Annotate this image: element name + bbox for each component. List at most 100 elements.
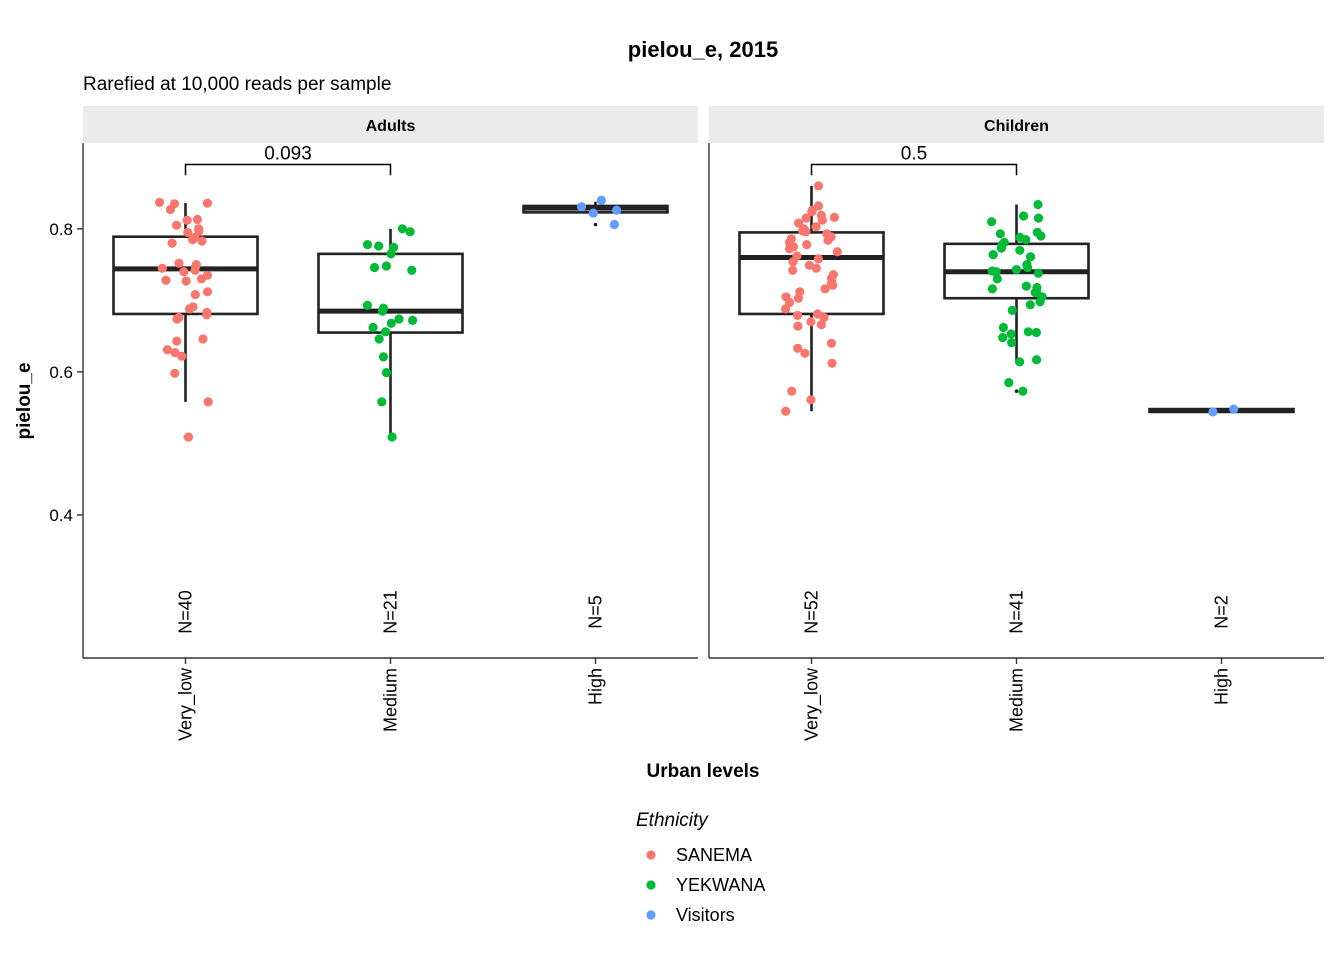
data-point — [170, 348, 180, 358]
box-very_low — [112, 203, 259, 439]
x-tick-label: High — [1212, 668, 1232, 705]
data-point — [817, 215, 827, 225]
panel-strip-label: Adults — [366, 118, 416, 135]
data-point — [386, 318, 396, 328]
data-point — [596, 195, 607, 205]
count-label: N=41 — [1007, 590, 1027, 634]
data-point — [167, 238, 177, 248]
legend-key — [646, 910, 656, 920]
data-point — [781, 304, 791, 314]
comparison-bracket — [810, 163, 1018, 176]
data-point — [788, 265, 798, 275]
data-point — [1006, 329, 1016, 339]
data-point — [1033, 268, 1043, 278]
data-point — [362, 300, 372, 310]
data-point — [362, 240, 373, 250]
data-point — [203, 397, 213, 407]
legend: Ethnicity SANEMA YEKWANA Visitors — [636, 810, 765, 925]
count-label: N=2 — [1212, 595, 1232, 629]
y-tick-label: 0.4 — [49, 506, 73, 525]
data-point — [813, 254, 824, 264]
data-point — [998, 333, 1008, 343]
count-label: N=52 — [802, 590, 822, 634]
data-point — [813, 181, 824, 191]
data-point — [988, 250, 998, 260]
data-point — [408, 315, 418, 325]
data-point — [781, 406, 791, 416]
data-point — [1025, 252, 1036, 262]
data-point — [1025, 300, 1035, 310]
panel-strip — [83, 106, 698, 143]
data-point — [184, 304, 195, 314]
data-point — [374, 334, 384, 344]
box-body — [738, 231, 885, 316]
y-axis: 0.4 0.6 0.8 — [49, 220, 83, 525]
data-point — [832, 247, 842, 257]
y-axis-label: pielou_e — [14, 362, 35, 439]
data-point — [182, 215, 192, 225]
data-point — [1031, 327, 1041, 338]
data-point — [1033, 213, 1044, 223]
legend-label: Visitors — [676, 905, 735, 925]
data-point — [196, 274, 207, 284]
data-point — [609, 219, 620, 230]
data-point — [183, 432, 194, 442]
box-very_low — [738, 185, 885, 412]
panels: Adults N=40 N=21 N=5 0.093 Very_low Medium High… — [82, 106, 1324, 741]
data-point — [996, 243, 1007, 253]
x-tick-label: Medium — [1007, 668, 1027, 732]
data-point — [161, 275, 171, 285]
legend-key — [646, 880, 656, 890]
x-tick-label: Very_low — [802, 667, 823, 741]
data-point — [377, 397, 387, 407]
data-point — [612, 205, 622, 215]
panel-strip — [709, 106, 1324, 143]
data-point — [1032, 355, 1042, 365]
x-tick-label: Very_low — [176, 667, 197, 741]
data-point — [819, 312, 829, 323]
data-point — [1023, 327, 1033, 337]
data-point — [202, 198, 212, 208]
data-point — [381, 261, 391, 271]
data-point — [197, 236, 207, 246]
data-point — [1033, 199, 1043, 210]
data-point — [368, 322, 378, 333]
data-point — [1011, 265, 1022, 275]
x-axis-label: Urban levels — [647, 761, 760, 782]
data-point — [202, 310, 212, 320]
data-point — [172, 336, 182, 346]
data-point — [793, 321, 803, 331]
x-tick-label: High — [586, 668, 606, 705]
legend-label: SANEMA — [676, 845, 752, 865]
data-point — [828, 280, 838, 290]
data-point — [823, 235, 833, 245]
data-point — [165, 204, 175, 215]
data-point — [811, 263, 821, 273]
data-point — [992, 274, 1002, 284]
box-body — [112, 235, 259, 316]
panel-adults: Adults N=40 N=21 N=5 0.093 Very_low Medium High — [82, 106, 698, 741]
data-point — [802, 240, 812, 250]
data-point — [806, 395, 816, 405]
data-point — [387, 432, 397, 442]
panel-strip-label: Children — [984, 118, 1049, 135]
comparison-bracket — [184, 163, 392, 176]
y-tick-label: 0.6 — [49, 363, 73, 382]
legend-key — [646, 850, 656, 860]
data-point — [1021, 235, 1031, 245]
data-point — [995, 229, 1005, 239]
data-point — [407, 265, 417, 275]
data-point — [394, 314, 404, 324]
data-point — [1007, 305, 1017, 315]
data-point — [381, 368, 392, 378]
data-point — [154, 197, 165, 207]
data-point — [793, 293, 804, 303]
data-point — [806, 317, 816, 327]
data-point — [784, 244, 795, 254]
legend-title: Ethnicity — [636, 810, 709, 831]
data-point — [177, 351, 187, 361]
data-point — [386, 249, 396, 259]
data-point — [801, 213, 811, 223]
data-point — [801, 227, 811, 237]
data-point — [397, 224, 407, 234]
